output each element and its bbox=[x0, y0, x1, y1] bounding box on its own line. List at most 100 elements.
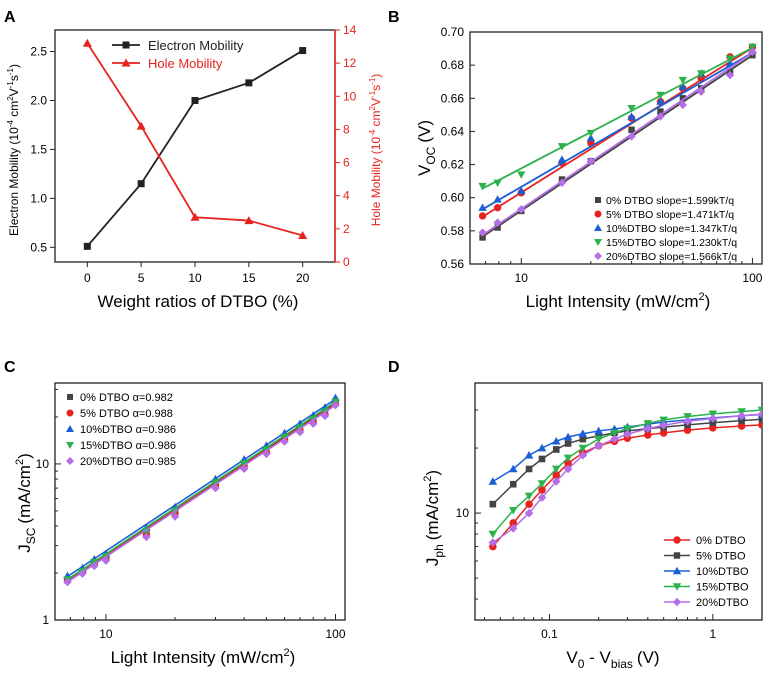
data-point bbox=[493, 218, 502, 227]
data-point bbox=[594, 441, 603, 451]
x-tick-label: 10 bbox=[99, 627, 113, 641]
data-point bbox=[696, 70, 706, 78]
data-point bbox=[83, 242, 91, 250]
data-point bbox=[537, 493, 547, 502]
data-point bbox=[758, 421, 762, 429]
data-point bbox=[493, 195, 502, 203]
panel-label-b: B bbox=[388, 9, 400, 26]
data-point bbox=[678, 76, 688, 85]
panel-b-ylabel: VOC(V) bbox=[415, 120, 438, 176]
data-point bbox=[578, 444, 588, 453]
data-point bbox=[508, 524, 518, 533]
data-point bbox=[479, 234, 486, 241]
y-tick-label: 0.70 bbox=[441, 25, 465, 39]
data-point bbox=[659, 416, 668, 425]
data-point bbox=[557, 178, 567, 187]
series-line bbox=[492, 409, 762, 535]
panel-label-d: D bbox=[388, 359, 400, 376]
y-tick-label: 0.64 bbox=[441, 124, 465, 138]
legend-marker bbox=[122, 41, 130, 49]
data-point bbox=[579, 435, 587, 443]
y-tick-label: 0.62 bbox=[441, 158, 465, 172]
legend-label: Hole Mobility bbox=[148, 56, 223, 71]
y-tick-label: 10 bbox=[36, 457, 50, 471]
data-point bbox=[538, 486, 546, 494]
y-tick-label: 0.56 bbox=[441, 257, 465, 271]
data-point bbox=[525, 500, 533, 508]
data-point bbox=[191, 96, 199, 104]
data-point bbox=[525, 465, 533, 473]
y-tick-label: 2.5 bbox=[30, 45, 47, 59]
data-point bbox=[508, 507, 518, 515]
legend-marker bbox=[672, 583, 682, 591]
panel-d-frame bbox=[474, 382, 763, 621]
data-point bbox=[478, 228, 487, 237]
data-point bbox=[678, 100, 688, 110]
data-point bbox=[659, 420, 668, 430]
data-point bbox=[683, 413, 692, 421]
data-point bbox=[643, 424, 653, 433]
panel-b-xlabel: Light Intensity (mW/cm2) bbox=[526, 291, 711, 311]
fit-line bbox=[482, 51, 753, 236]
data-point bbox=[488, 477, 498, 485]
data-point bbox=[493, 203, 502, 212]
data-point bbox=[594, 426, 603, 435]
y2-tick-label: 2 bbox=[343, 222, 350, 236]
y-tick-label: 0.66 bbox=[441, 91, 465, 105]
data-point bbox=[578, 429, 588, 438]
panel-c-ylabel: JSC(mA/cm2) bbox=[14, 453, 38, 553]
panel-d-plot-area bbox=[488, 406, 762, 551]
panel-c-xlabel: Light Intensity (mW/cm2) bbox=[111, 647, 296, 667]
y2-tick-label: 6 bbox=[343, 156, 350, 170]
data-point bbox=[679, 95, 687, 102]
y-tick-label: 2.0 bbox=[30, 93, 47, 107]
legend-marker bbox=[66, 457, 74, 465]
y-tick-label: 1.5 bbox=[30, 142, 47, 156]
x-tick-label: 100 bbox=[325, 627, 345, 641]
data-point bbox=[552, 446, 560, 453]
x-tick-label: 10 bbox=[188, 271, 202, 285]
data-point bbox=[623, 429, 632, 439]
legend-label: 15%DTBO α=0.986 bbox=[80, 440, 176, 452]
fit-line bbox=[482, 46, 753, 190]
fit-line bbox=[67, 398, 336, 578]
fit-line bbox=[67, 403, 336, 582]
legend-marker bbox=[121, 58, 131, 67]
data-point bbox=[627, 112, 636, 120]
data-point bbox=[524, 492, 534, 501]
data-point bbox=[627, 132, 636, 141]
data-point bbox=[63, 577, 72, 587]
series-line bbox=[492, 413, 762, 544]
legend-label: 10%DTBO α=0.986 bbox=[80, 424, 176, 436]
data-point bbox=[299, 47, 307, 55]
data-point bbox=[627, 105, 636, 113]
legend-marker bbox=[673, 536, 681, 544]
data-point bbox=[738, 417, 745, 424]
data-point bbox=[594, 435, 603, 444]
data-point bbox=[190, 212, 200, 221]
data-point bbox=[623, 425, 632, 433]
data-point bbox=[551, 477, 561, 486]
series-line bbox=[492, 424, 762, 548]
y-tick-label: 0.58 bbox=[441, 224, 465, 238]
panel-d-ylabel: Jph(mA/cm2) bbox=[422, 470, 446, 566]
data-point bbox=[478, 182, 487, 191]
y-tick-label: 0.5 bbox=[30, 240, 47, 254]
x-tick-label: 5 bbox=[138, 271, 145, 285]
data-point bbox=[737, 411, 746, 421]
y-tick-label: 10 bbox=[456, 506, 470, 520]
data-point bbox=[563, 432, 573, 441]
data-point bbox=[239, 464, 249, 474]
data-point bbox=[595, 432, 602, 440]
data-point bbox=[524, 508, 534, 518]
x-tick-label: 0 bbox=[84, 271, 91, 285]
data-point bbox=[757, 406, 762, 415]
legend-marker bbox=[673, 552, 681, 559]
legend-label: 15%DTBO slope=1.230kT/q bbox=[606, 237, 737, 249]
data-point bbox=[537, 480, 547, 488]
data-point bbox=[563, 464, 573, 474]
data-point bbox=[551, 436, 561, 445]
legend-marker bbox=[594, 224, 602, 231]
legend-label: 20%DTBO bbox=[696, 597, 749, 609]
fit-line bbox=[67, 404, 336, 583]
